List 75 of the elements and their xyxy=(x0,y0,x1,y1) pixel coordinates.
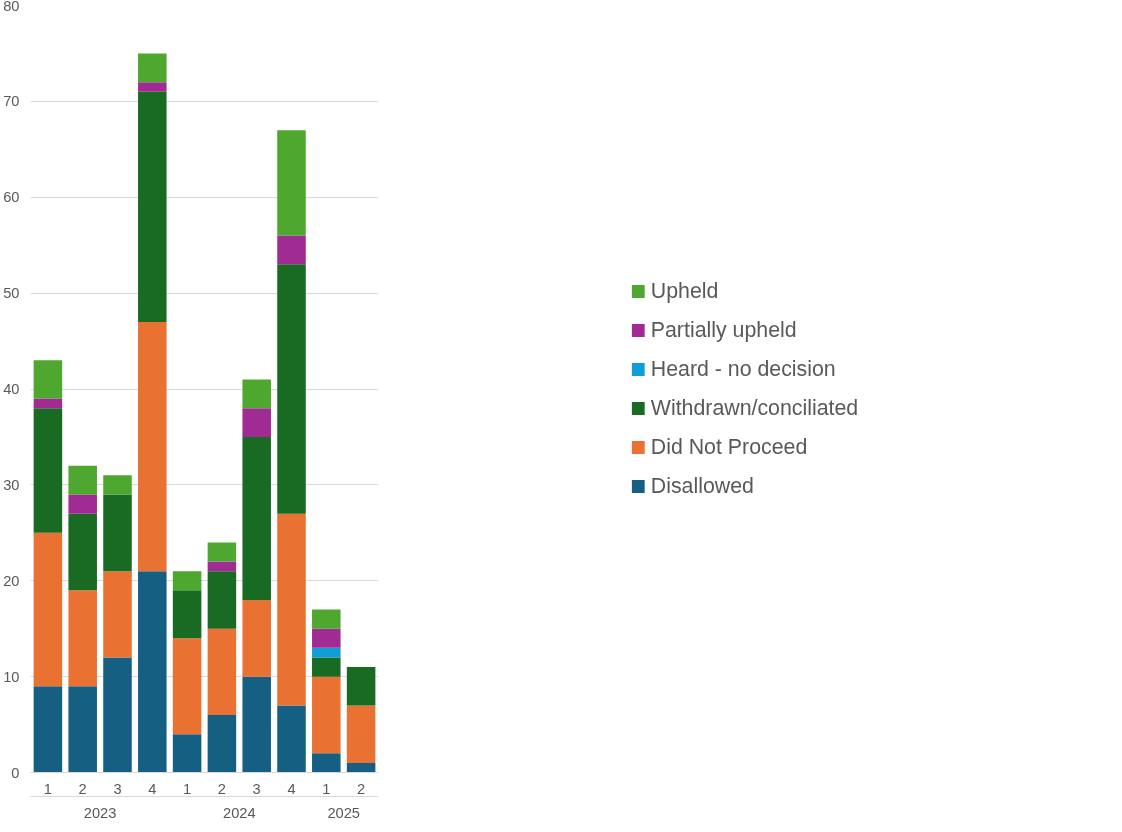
bar xyxy=(103,475,132,495)
y-tick-label: 70 xyxy=(3,93,20,110)
x-tick-label: 4 xyxy=(287,780,296,797)
bar xyxy=(33,398,63,409)
text: 2025 xyxy=(327,804,361,821)
bar xyxy=(312,647,341,658)
y-tick-label: 80 xyxy=(3,0,20,14)
bar xyxy=(346,762,376,773)
legend-label: Heard - no decision xyxy=(650,356,836,382)
x-tick-label: 3 xyxy=(113,780,122,797)
x-tick-label: 2 xyxy=(78,780,87,797)
bar xyxy=(68,465,97,495)
text: 2024 xyxy=(223,804,256,821)
bar xyxy=(138,321,167,572)
bar xyxy=(242,379,271,409)
x-tick-label: 1 xyxy=(43,780,52,797)
y-tick-label: 60 xyxy=(3,189,20,206)
x-tick-label: 2 xyxy=(217,780,226,797)
legend-label: Withdrawn/conciliated xyxy=(650,395,859,421)
bar xyxy=(103,494,132,572)
y-tick-label: 20 xyxy=(3,572,20,589)
legend-label: Partially upheld xyxy=(650,317,797,343)
bar xyxy=(312,628,341,648)
bar xyxy=(277,235,306,265)
x-tick-label: 1 xyxy=(183,780,192,797)
bar xyxy=(172,638,202,735)
bar xyxy=(103,657,132,773)
bar xyxy=(138,91,167,322)
bar xyxy=(207,628,237,715)
bar xyxy=(68,590,97,687)
y-tick-label: 40 xyxy=(3,381,20,397)
bar xyxy=(242,599,271,677)
bar xyxy=(277,513,306,706)
y-tick-label: 10 xyxy=(3,668,20,685)
legend-label: Upheld xyxy=(650,278,719,304)
bar xyxy=(33,686,63,773)
bar xyxy=(33,360,63,399)
bar xyxy=(207,561,237,572)
bar xyxy=(172,734,202,773)
bar xyxy=(207,571,237,629)
bar xyxy=(346,705,376,763)
bar xyxy=(312,657,341,677)
bar xyxy=(312,609,341,629)
bar xyxy=(33,408,63,533)
bar xyxy=(138,571,167,773)
legend-label: Disallowed xyxy=(650,473,754,499)
bar xyxy=(68,494,97,514)
bar xyxy=(172,571,202,591)
bar xyxy=(138,82,167,92)
y-tick-label: 0 xyxy=(11,764,20,781)
bar xyxy=(103,571,132,658)
bar xyxy=(172,590,202,639)
bar xyxy=(207,714,237,773)
bar xyxy=(138,53,167,83)
bar xyxy=(277,264,306,514)
bar xyxy=(242,676,271,773)
bar xyxy=(33,532,63,687)
x-tick-label: 4 xyxy=(148,780,157,797)
text: 2023 xyxy=(83,804,117,821)
bar xyxy=(277,130,306,236)
y-tick-label: 50 xyxy=(3,285,20,302)
bar xyxy=(312,676,341,754)
bar xyxy=(312,753,341,773)
x-tick-label: 1 xyxy=(322,780,331,797)
y-tick-label: 30 xyxy=(3,476,20,493)
bar xyxy=(68,686,97,773)
bar xyxy=(346,667,376,706)
bar xyxy=(277,705,306,773)
x-tick-label: 3 xyxy=(252,780,261,797)
legend-label: Did Not Proceed xyxy=(650,434,808,460)
x-tick-label: 2 xyxy=(357,780,366,797)
bar xyxy=(242,436,271,600)
bar xyxy=(242,408,271,437)
bar xyxy=(207,542,237,562)
bar xyxy=(68,513,97,591)
